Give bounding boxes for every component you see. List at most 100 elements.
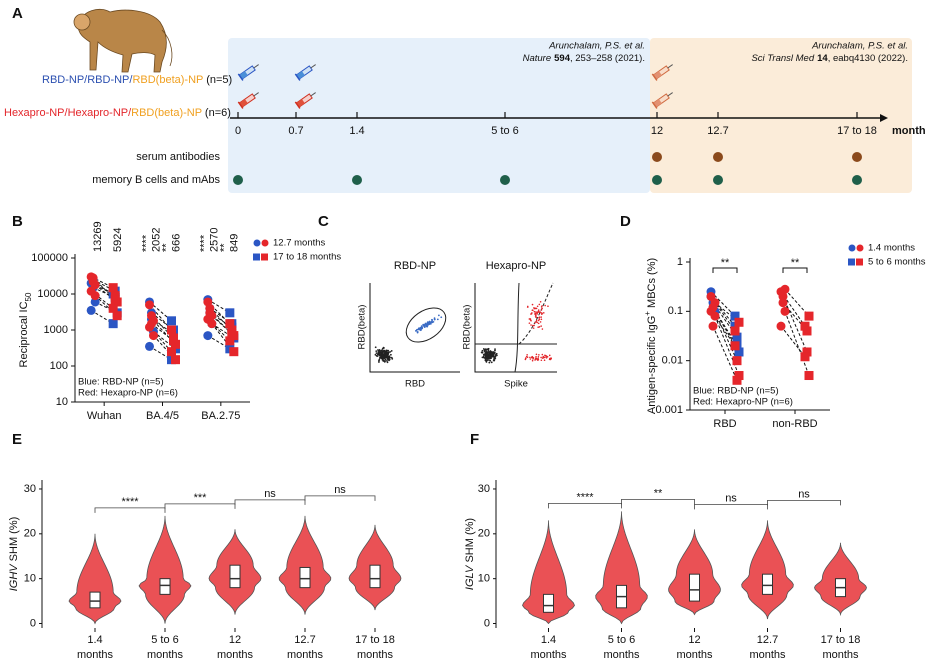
timeline-label: 0 — [235, 125, 241, 137]
flow-gate — [405, 307, 447, 343]
flow-event — [381, 356, 384, 359]
y-tick-label: 0 — [484, 617, 490, 629]
flow-event — [490, 352, 493, 355]
flow-event — [374, 353, 377, 356]
significance-label: ** — [791, 257, 800, 269]
flow-event — [425, 324, 428, 326]
monkey-illustration — [73, 8, 173, 73]
data-point — [800, 321, 810, 331]
flow-event — [548, 354, 551, 357]
flow-event — [544, 354, 546, 357]
y-axis-label-part: MBCs (%) — [646, 258, 658, 311]
y-tick-label: 10000 — [37, 288, 68, 300]
flow-event — [418, 327, 420, 330]
flow-event — [536, 313, 539, 315]
box — [159, 578, 171, 595]
flow-event — [538, 354, 540, 356]
flow-event — [537, 326, 539, 329]
x-tick-label: 12 — [688, 634, 700, 646]
y-tick-label: 100000 — [31, 252, 68, 264]
y-tick-label: 20 — [24, 528, 36, 540]
y-tick-label: 1 — [677, 256, 683, 268]
regimen-label: Hexapro-NP/Hexapro-NP/RBD(beta)-NP (n=6) — [4, 107, 231, 119]
significance-label: ** — [721, 257, 730, 269]
flow-event — [494, 349, 496, 352]
x-tick-label: 12 — [229, 634, 241, 646]
x-tick-unit: months — [147, 649, 184, 661]
y-axis-label: IGHV SHM (%) — [8, 517, 20, 592]
flow-axes — [369, 283, 460, 373]
data-point — [147, 319, 156, 329]
flow-event — [389, 353, 392, 356]
data-point — [207, 319, 217, 329]
flow-event — [545, 355, 548, 358]
flow-event — [427, 323, 430, 326]
citation-volume: 594 — [554, 53, 571, 64]
flow-event — [541, 353, 544, 356]
flow-event — [535, 311, 538, 313]
y-axis-label-part: Antigen-specific IgG — [646, 316, 658, 414]
significance-bracket — [782, 267, 808, 273]
flow-event — [488, 351, 491, 354]
data-point — [734, 317, 744, 327]
flow-event — [542, 357, 545, 359]
y-axis-label: Antigen-specific IgG+ MBCs (%) — [643, 258, 658, 414]
data-point — [167, 316, 176, 326]
flow-event — [440, 316, 443, 319]
flow-x-label: RBD — [405, 379, 425, 390]
violin — [68, 533, 122, 625]
regimen-label: RBD-NP/RBD-NP/RBD(beta)-NP (n=5) — [42, 74, 232, 86]
data-point — [778, 291, 788, 301]
y-axis-label-part: + — [643, 311, 652, 316]
regimen-part: RBD(beta)-NP — [132, 74, 203, 86]
flow-title: Hexapro-NP — [486, 260, 547, 272]
timeline-label: 12.7 — [707, 125, 728, 137]
flow-event — [526, 354, 528, 356]
flow-event — [387, 356, 390, 359]
comparison-label: ns — [725, 492, 737, 504]
y-tick-label: 0.01 — [662, 355, 683, 367]
flow-event — [537, 356, 540, 358]
y-tick-label: 30 — [24, 483, 36, 495]
comparison-label: ** — [654, 487, 663, 499]
data-point — [110, 295, 120, 305]
flow-event — [538, 318, 541, 321]
flow-event — [530, 324, 532, 326]
flow-event — [528, 322, 531, 324]
citation-journal: Sci Transl Med — [751, 53, 814, 64]
comparison-bracket — [164, 503, 236, 509]
citation-source: Nature 594, 253–258 (2021). — [523, 53, 645, 64]
group-note: Red: Hexapro-NP (n=6) — [78, 388, 178, 399]
citation-journal: Nature — [523, 53, 552, 64]
flow-event — [379, 356, 382, 359]
flow-event — [540, 356, 542, 359]
flow-event — [535, 355, 537, 358]
x-tick-label: non-RBD — [772, 418, 817, 430]
flow-event — [534, 307, 537, 310]
flow-event — [490, 357, 493, 359]
data-point — [734, 347, 744, 357]
flow-event — [494, 348, 496, 351]
data-point — [108, 303, 118, 313]
flow-event — [547, 305, 549, 308]
mean-label: 849 — [229, 234, 241, 252]
flow-event — [391, 357, 394, 360]
panel-letter: B — [12, 213, 23, 230]
pair-line — [211, 323, 235, 352]
flow-event — [537, 310, 540, 313]
flow-event — [423, 325, 426, 328]
flow-event — [480, 351, 483, 354]
x-tick-unit: months — [287, 649, 324, 661]
flow-event — [377, 349, 379, 351]
significance-bracket — [712, 267, 738, 273]
box — [369, 564, 381, 589]
data-point — [227, 328, 237, 338]
flow-event — [374, 346, 377, 349]
x-tick-label: BA.4/5 — [146, 410, 179, 422]
flow-event — [387, 358, 390, 361]
flow-event — [532, 309, 534, 312]
flow-event — [378, 361, 380, 363]
flow-y-label: RBD(beta) — [462, 305, 473, 350]
legend-label: 5 to 6 months — [868, 257, 926, 268]
flow-event — [388, 355, 391, 358]
